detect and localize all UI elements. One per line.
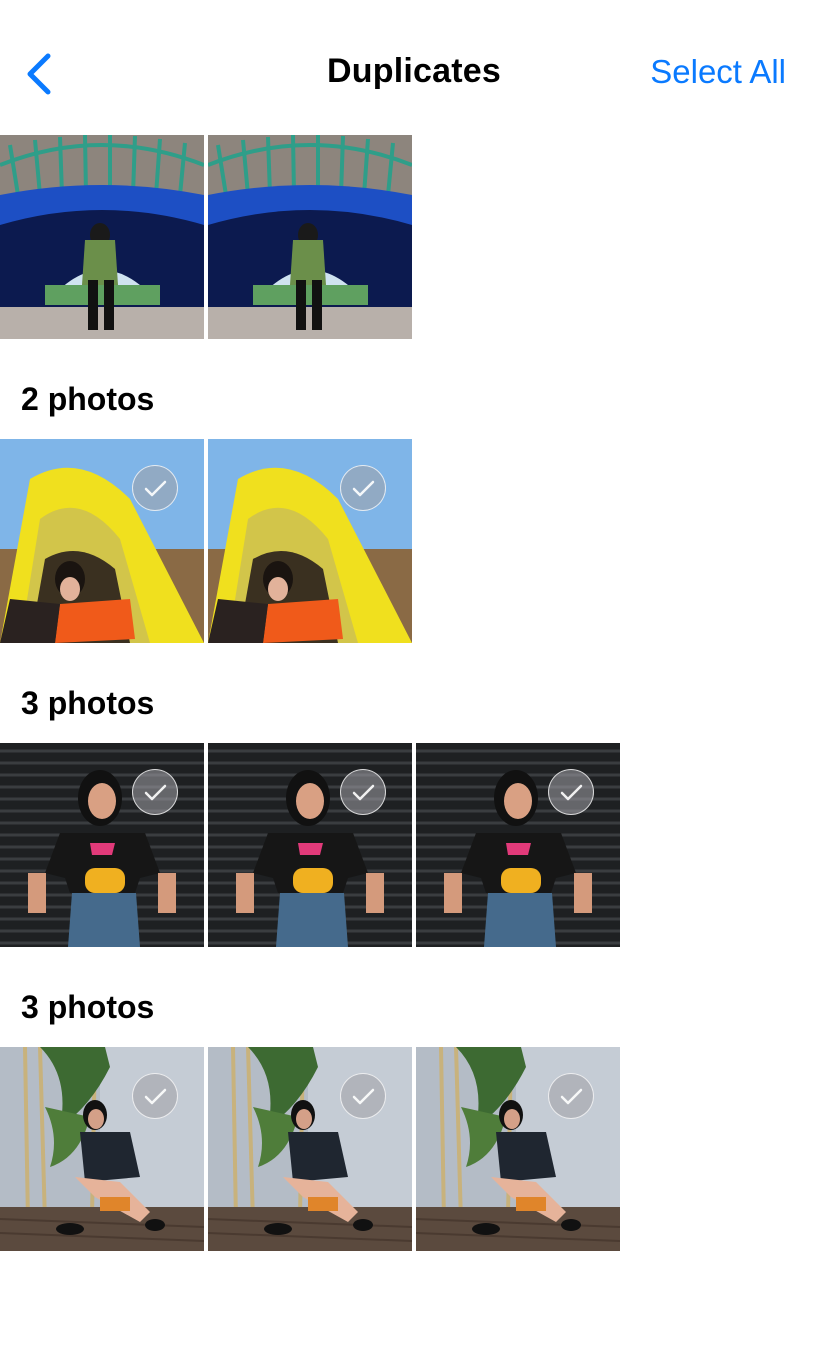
select-circle-icon[interactable] <box>340 769 386 815</box>
select-circle-icon[interactable] <box>340 1073 386 1119</box>
select-all-button[interactable]: Select All <box>650 53 786 90</box>
chevron-left-icon <box>27 53 51 95</box>
select-circle-icon[interactable] <box>340 465 386 511</box>
photo-thumbnail[interactable] <box>208 743 412 947</box>
group-count-label: 3 photos <box>21 685 155 721</box>
photo-image <box>208 135 412 339</box>
photo-thumbnail[interactable] <box>0 439 204 643</box>
photo-thumbnail[interactable] <box>0 1047 204 1251</box>
duplicate-group-row <box>0 439 828 643</box>
navigation-bar: Duplicates Select All <box>0 0 828 130</box>
photo-thumbnail[interactable] <box>416 743 620 947</box>
select-circle-icon[interactable] <box>548 1073 594 1119</box>
select-circle-icon[interactable] <box>132 465 178 511</box>
photo-thumbnail[interactable] <box>208 135 412 339</box>
group-count-label: 2 photos <box>21 381 155 417</box>
duplicate-group-row <box>0 743 828 947</box>
photo-thumbnail[interactable] <box>0 743 204 947</box>
select-circle-icon[interactable] <box>132 769 178 815</box>
page-title: Duplicates <box>327 52 501 90</box>
photo-thumbnail[interactable] <box>208 439 412 643</box>
back-button[interactable] <box>20 50 60 98</box>
duplicate-group-row <box>0 135 828 339</box>
photo-thumbnail[interactable] <box>0 135 204 339</box>
photo-image <box>0 135 204 339</box>
duplicate-group-row <box>0 1047 828 1251</box>
select-circle-icon[interactable] <box>548 769 594 815</box>
photo-thumbnail[interactable] <box>416 1047 620 1251</box>
photo-thumbnail[interactable] <box>208 1047 412 1251</box>
group-count-label: 3 photos <box>21 989 155 1025</box>
select-circle-icon[interactable] <box>132 1073 178 1119</box>
